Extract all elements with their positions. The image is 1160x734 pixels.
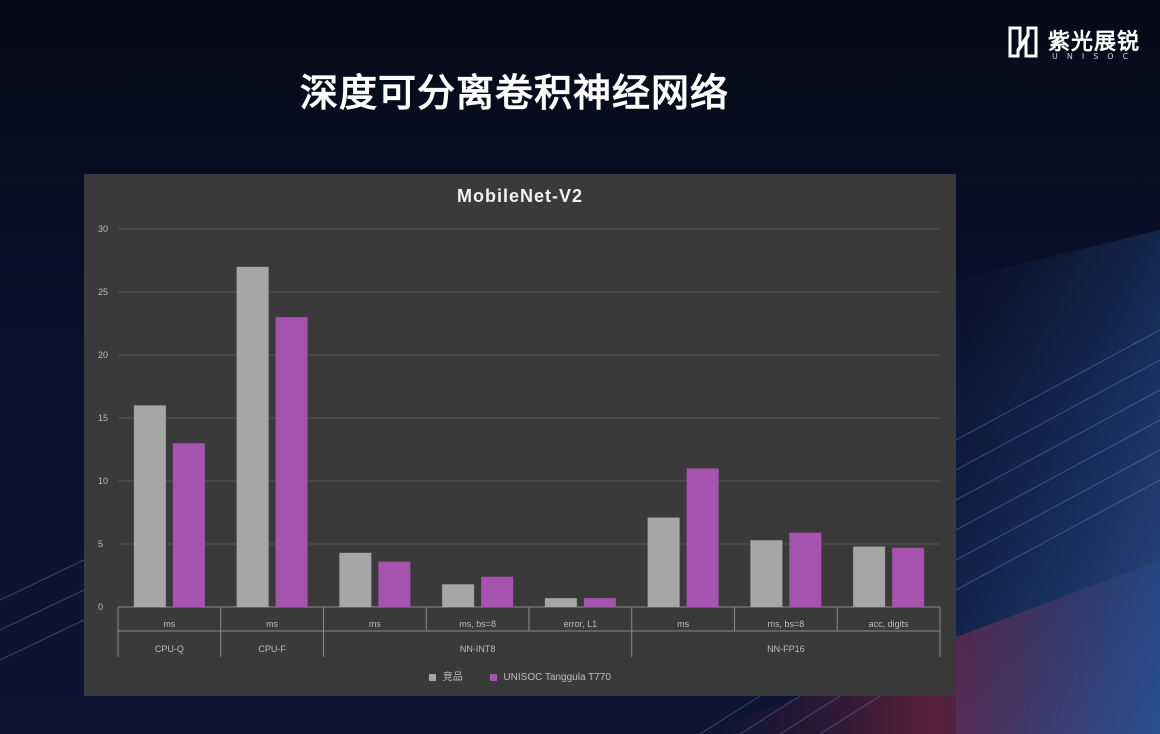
x-group-label: NN-FP16 bbox=[767, 644, 805, 654]
chart-legend: 竞品 UNISOC Tanggula T770 bbox=[84, 668, 956, 683]
y-tick-label: 5 bbox=[98, 539, 103, 549]
y-tick-label: 20 bbox=[98, 350, 108, 360]
y-tick-label: 10 bbox=[98, 476, 108, 486]
x-group-label: NN-INT8 bbox=[460, 644, 496, 654]
bar-competitor bbox=[750, 540, 782, 607]
x-tick-label: ms bbox=[163, 619, 175, 629]
bar-competitor bbox=[134, 405, 166, 607]
chart-panel: 0 5 10 15 20 25 30 ms ms ms ms, bs=8 error, L1 ms ms,… bbox=[84, 174, 956, 696]
chart-title: MobileNet-V2 bbox=[84, 186, 956, 207]
x-tick-label: acc, digits bbox=[869, 619, 910, 629]
x-tick-label: ms, bs=8 bbox=[459, 619, 496, 629]
legend-swatch-unisoc bbox=[490, 674, 497, 681]
bar-unisoc bbox=[892, 548, 924, 607]
legend-item-competitor: 竞品 bbox=[429, 668, 463, 683]
slide-title: 深度可分离卷积神经网络 bbox=[300, 62, 729, 117]
bar-competitor bbox=[648, 518, 680, 607]
x-tick-label: error, L1 bbox=[564, 619, 598, 629]
bar-unisoc bbox=[789, 533, 821, 607]
legend-label-competitor: 竞品 bbox=[443, 672, 463, 683]
bar-unisoc bbox=[276, 317, 308, 607]
x-group-label: CPU-Q bbox=[155, 644, 184, 654]
bar-competitor bbox=[853, 547, 885, 607]
bar-chart: 0 5 10 15 20 25 30 ms ms ms ms, bs=8 error, L1 ms ms,… bbox=[84, 174, 956, 696]
bar-competitor bbox=[237, 267, 269, 607]
y-tick-label: 0 bbox=[98, 602, 103, 612]
y-tick-label: 30 bbox=[98, 224, 108, 234]
x-group-label: CPU-F bbox=[258, 644, 286, 654]
x-tick-label: ms bbox=[266, 619, 278, 629]
legend-item-unisoc: UNISOC Tanggula T770 bbox=[490, 672, 611, 683]
bar-unisoc bbox=[173, 443, 205, 607]
bar-unisoc bbox=[481, 577, 513, 607]
y-tick-label: 15 bbox=[98, 413, 108, 423]
bar-competitor bbox=[339, 553, 371, 607]
bar-competitor bbox=[442, 584, 474, 607]
bar-unisoc bbox=[378, 562, 410, 607]
x-tick-label: ms bbox=[677, 619, 689, 629]
bar-unisoc bbox=[584, 598, 616, 607]
legend-swatch-competitor bbox=[429, 674, 436, 681]
logo-text-en: UNISOC bbox=[1052, 52, 1137, 61]
bar-competitor bbox=[545, 598, 577, 607]
bar-unisoc bbox=[687, 468, 719, 607]
legend-label-unisoc: UNISOC Tanggula T770 bbox=[503, 672, 610, 683]
y-tick-label: 25 bbox=[98, 287, 108, 297]
x-tick-label: ms, bs=8 bbox=[767, 619, 804, 629]
x-tick-label: ms bbox=[369, 619, 381, 629]
unisoc-logo: 紫光展锐 UNISOC bbox=[1008, 24, 1156, 64]
unisoc-logo-icon bbox=[1008, 26, 1038, 58]
